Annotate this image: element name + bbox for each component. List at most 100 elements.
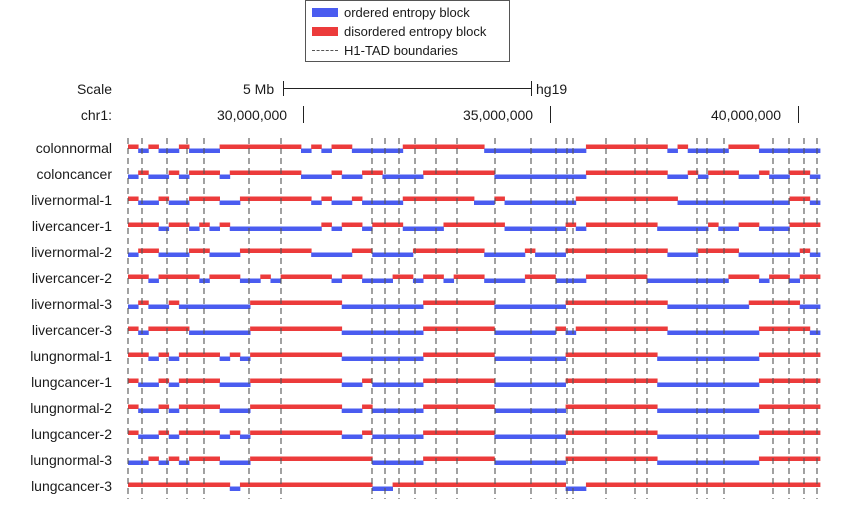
disordered-block — [453, 326, 465, 331]
disordered-block — [758, 404, 770, 409]
ordered-block — [789, 148, 801, 153]
disordered-block — [565, 456, 577, 461]
ordered-block — [494, 330, 505, 335]
disordered-block — [463, 144, 475, 149]
ordered-block — [687, 304, 699, 309]
ordered-block — [514, 460, 526, 465]
ordered-block — [535, 148, 546, 153]
disordered-block — [647, 170, 658, 175]
disordered-block — [443, 248, 455, 253]
disordered-block — [809, 352, 821, 357]
disordered-block — [769, 456, 780, 461]
disordered-block — [463, 274, 475, 279]
disordered-block — [423, 196, 434, 201]
disordered-block — [626, 222, 638, 227]
ordered-block — [657, 278, 668, 283]
ordered-block — [351, 304, 363, 309]
disordered-block — [331, 300, 343, 305]
track-label: lungnormal-3 — [30, 452, 112, 468]
disordered-block — [484, 482, 495, 487]
ordered-block — [535, 174, 546, 179]
disordered-block — [647, 352, 658, 357]
disordered-block — [311, 352, 322, 357]
disordered-block — [443, 222, 455, 227]
disordered-block — [463, 248, 475, 253]
disordered-block — [301, 196, 312, 201]
ordered-block — [667, 226, 678, 231]
disordered-block — [626, 144, 638, 149]
disordered-block — [636, 352, 648, 357]
ordered-block — [697, 148, 709, 153]
disordered-block — [148, 482, 159, 487]
disordered-block — [718, 482, 729, 487]
ordered-block — [239, 434, 251, 439]
disordered-block — [270, 326, 282, 331]
disordered-block — [606, 352, 617, 357]
disordered-block — [809, 222, 821, 227]
ordered-block — [779, 174, 790, 179]
ordered-block — [575, 226, 587, 231]
disordered-block — [321, 274, 332, 279]
ordered-block — [412, 330, 424, 335]
disordered-block — [423, 430, 434, 435]
ordered-block — [280, 226, 292, 231]
disordered-block — [484, 170, 495, 175]
ordered-block — [341, 304, 353, 309]
disordered-block — [453, 274, 465, 279]
ordered-block — [209, 330, 220, 335]
disordered-block — [647, 404, 658, 409]
track-label: livernormal-2 — [31, 244, 112, 260]
disordered-block — [290, 378, 302, 383]
disordered-block — [535, 482, 546, 487]
disordered-block — [301, 456, 312, 461]
ordered-block — [504, 226, 516, 231]
disordered-block — [260, 326, 271, 331]
track-label: livernormal-1 — [31, 192, 112, 208]
disordered-block — [138, 274, 149, 279]
disordered-block — [260, 482, 271, 487]
ordered-block — [677, 408, 689, 413]
disordered-block — [708, 482, 719, 487]
disordered-block — [341, 456, 353, 461]
disordered-block — [209, 482, 220, 487]
disordered-block — [606, 404, 617, 409]
ordered-block — [219, 434, 231, 439]
ordered-block — [697, 408, 709, 413]
ordered-block — [178, 200, 190, 205]
disordered-block — [636, 248, 648, 253]
ordered-block — [382, 434, 393, 439]
disordered-block — [168, 300, 180, 305]
disordered-block — [657, 300, 668, 305]
disordered-block — [178, 352, 190, 357]
disordered-block — [636, 170, 648, 175]
ordered-block — [148, 382, 159, 387]
ordered-block — [728, 408, 739, 413]
disordered-block — [789, 326, 801, 331]
disordered-block — [351, 196, 363, 201]
ordered-block — [748, 460, 760, 465]
ordered-block — [219, 408, 231, 413]
disordered-block — [789, 404, 801, 409]
ordered-block — [535, 330, 546, 335]
ordered-block — [372, 382, 383, 387]
disordered-block — [301, 482, 312, 487]
ordered-block — [158, 148, 170, 153]
ordered-block — [392, 382, 404, 387]
ordered-block — [535, 304, 546, 309]
disordered-block — [626, 170, 638, 175]
ordered-block — [738, 356, 750, 361]
disordered-block — [565, 378, 577, 383]
ordered-block — [667, 252, 678, 257]
disordered-block — [636, 378, 648, 383]
disordered-block — [585, 170, 597, 175]
disordered-block — [636, 326, 648, 331]
ordered-block — [718, 434, 729, 439]
disordered-block — [738, 482, 750, 487]
disordered-block — [239, 144, 251, 149]
disordered-block — [331, 326, 343, 331]
disordered-block — [779, 404, 790, 409]
disordered-block — [189, 170, 200, 175]
ordered-block — [667, 356, 678, 361]
ordered-block — [290, 226, 302, 231]
ordered-block — [677, 200, 689, 205]
